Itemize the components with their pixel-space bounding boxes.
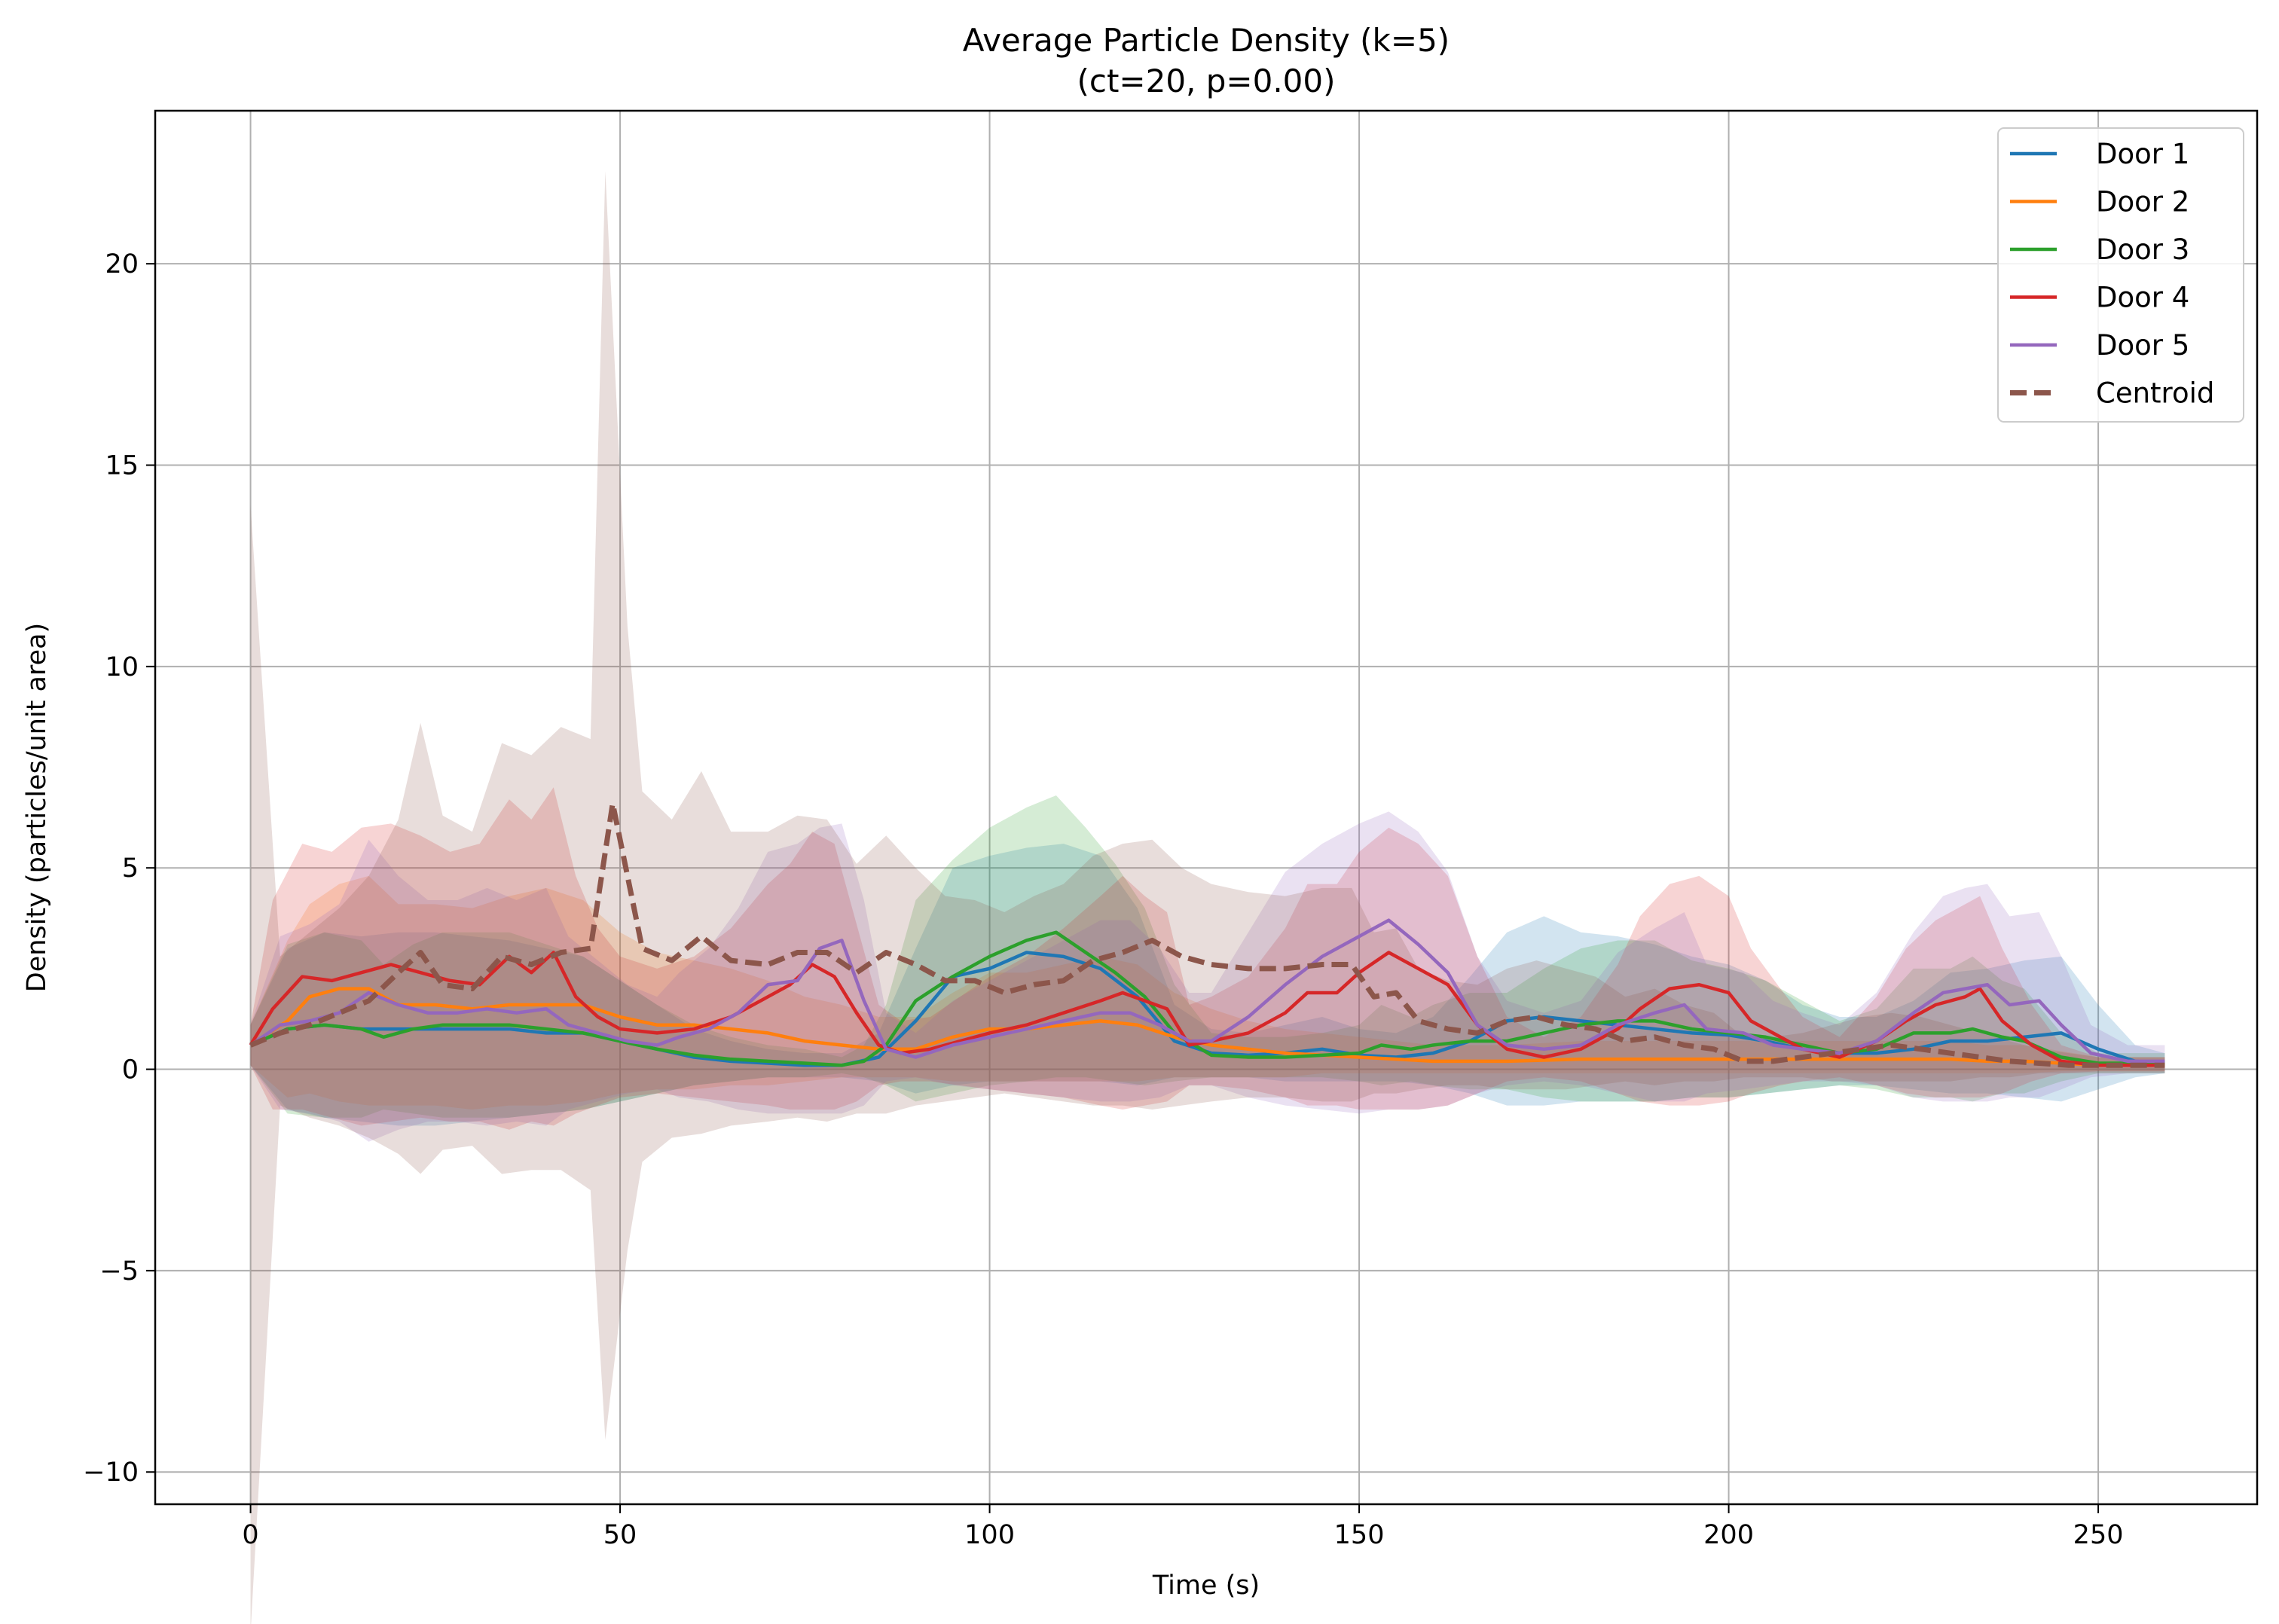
x-tick-label: 150 xyxy=(1334,1520,1385,1550)
x-tick-label: 0 xyxy=(242,1520,258,1550)
centroid-band xyxy=(250,171,2165,1624)
door-1-band xyxy=(250,844,2165,1126)
legend-items: Door 1 Door 2 Door 3 Door 4 Door 5 Centroid xyxy=(2010,138,2214,410)
x-axis-ticks: 0 50 100 150 200 250 xyxy=(242,1504,2123,1550)
chart-title: Average Particle Density (k=5) xyxy=(963,22,1450,59)
legend: Door 1 Door 2 Door 3 Door 4 Door 5 Centroid xyxy=(1997,127,2244,423)
plot-frame xyxy=(154,109,2259,1506)
y-tick-label: 5 xyxy=(122,853,139,884)
x-tick-label: 250 xyxy=(2073,1520,2124,1550)
door-3-band xyxy=(250,795,2165,1118)
x-tick-label: 100 xyxy=(964,1520,1015,1550)
x-tick-label: 200 xyxy=(1703,1520,1754,1550)
door-2-band xyxy=(250,875,2165,1110)
legend-label-centroid: Centroid xyxy=(2096,377,2214,410)
series-lines xyxy=(249,801,2165,1068)
y-tick-label: 15 xyxy=(105,451,139,481)
legend-label-door-3: Door 3 xyxy=(2096,234,2189,266)
chart-subtitle: (ct=20, p=0.00) xyxy=(1077,63,1335,99)
y-tick-label: 20 xyxy=(105,249,139,279)
legend-label-door-5: Door 5 xyxy=(2096,329,2189,362)
legend-label-door-4: Door 4 xyxy=(2096,282,2189,314)
y-tick-label: 0 xyxy=(122,1055,139,1085)
y-tick-label: −10 xyxy=(83,1458,139,1488)
y-tick-label: 10 xyxy=(105,652,139,682)
door-2-line xyxy=(249,987,2165,1067)
x-tick-label: 50 xyxy=(603,1520,637,1550)
legend-label-door-1: Door 1 xyxy=(2096,138,2189,170)
y-axis-ticks: −10 −5 0 5 10 15 20 xyxy=(83,249,155,1488)
y-tick-label: −5 xyxy=(99,1256,139,1287)
legend-label-door-2: Door 2 xyxy=(2096,186,2189,218)
legend-box xyxy=(1997,127,2244,423)
door-4-line xyxy=(249,951,2165,1067)
x-axis-label: Time (s) xyxy=(1152,1571,1260,1601)
centroid-line xyxy=(249,801,2165,1068)
y-axis-label: Density (particles/unit area) xyxy=(22,623,52,993)
